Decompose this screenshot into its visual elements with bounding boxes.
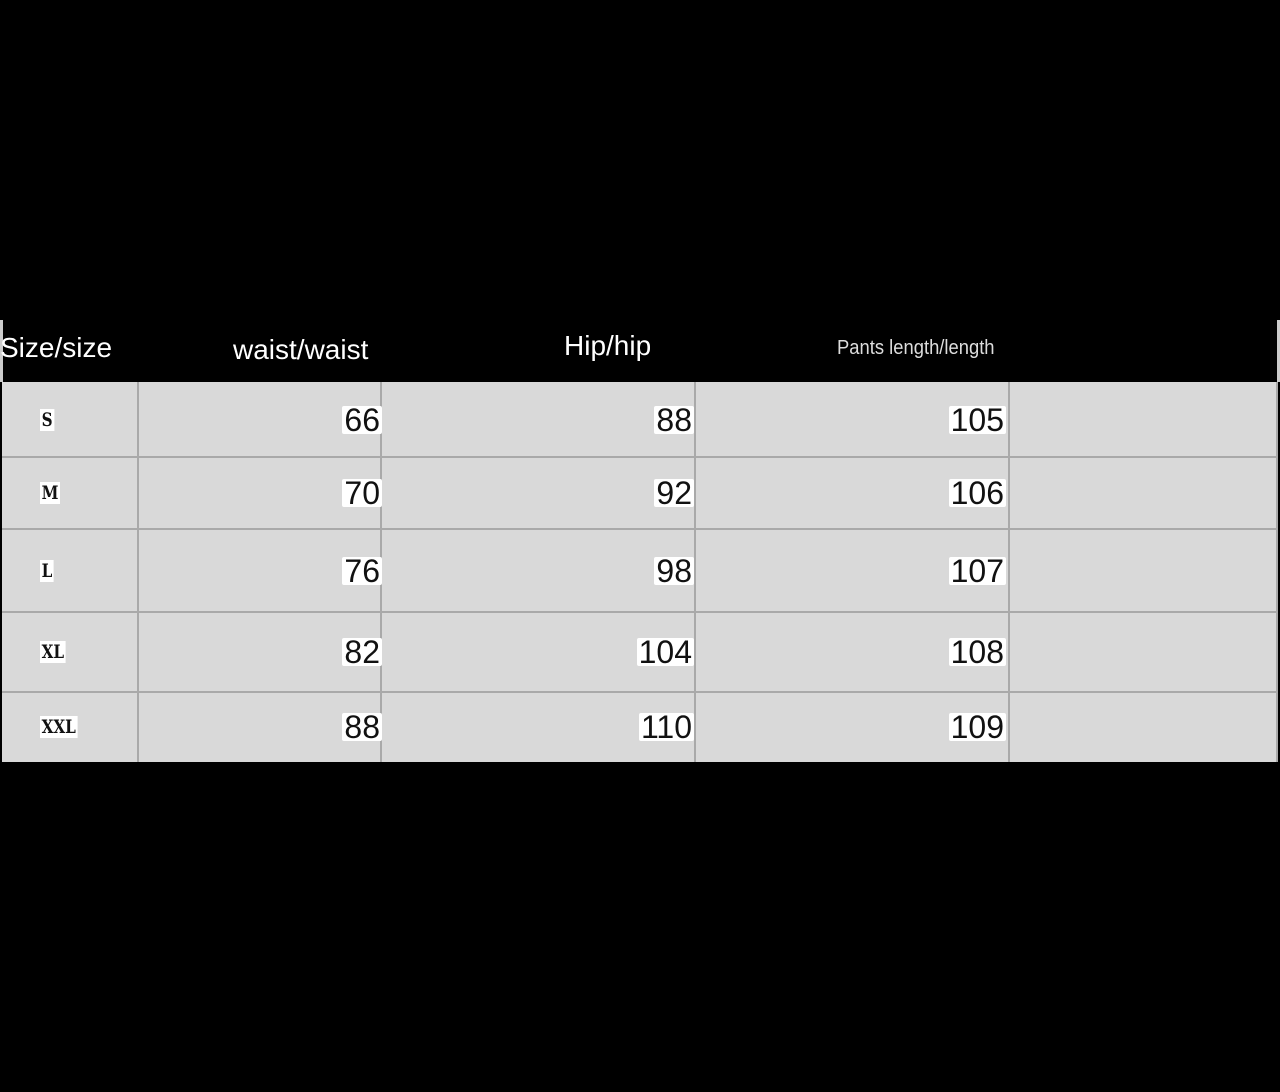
length-value: 109: [948, 709, 1006, 745]
header-pants-length: Pants length/length: [837, 337, 995, 359]
row-divider: [2, 456, 1278, 458]
header-border: [1277, 320, 1280, 382]
header-waist: waist/waist: [233, 334, 369, 365]
size-chart-table: Size/size waist/waist Hip/hip Pants leng…: [0, 320, 1280, 762]
cell-length: 106: [806, 457, 1006, 529]
cell-length: 108: [806, 612, 1006, 692]
waist-value: 82: [342, 634, 382, 670]
table-body: S 66 88 105 M 70 92 106 L 76 98 107 XL 82 104 108 XXL 88 1…: [2, 382, 1278, 762]
size-value: XXL: [40, 716, 78, 738]
waist-value: 76: [342, 552, 382, 589]
cell-size: M: [40, 457, 65, 529]
table-row: L 76 98 107: [2, 529, 1278, 612]
cell-size: XXL: [40, 692, 87, 762]
cell-length: 105: [806, 382, 1006, 457]
cell-waist: 82: [182, 612, 382, 692]
size-value: XL: [40, 641, 66, 663]
row-divider: [2, 691, 1278, 693]
waist-value: 88: [342, 709, 382, 745]
hip-value: 98: [654, 552, 694, 589]
cell-length: 107: [806, 529, 1006, 612]
waist-value: 70: [342, 475, 382, 511]
column-divider: [694, 382, 696, 762]
cell-size: S: [40, 382, 58, 457]
header-size: Size/size: [0, 332, 113, 363]
cell-size: XL: [40, 612, 72, 692]
cell-waist: 76: [182, 529, 382, 612]
row-divider: [2, 528, 1278, 530]
table-row: XL 82 104 108: [2, 612, 1278, 692]
hip-value: 110: [638, 709, 694, 745]
hip-value: 92: [654, 475, 694, 511]
hip-value: 104: [636, 634, 694, 670]
row-divider: [2, 611, 1278, 613]
table-row: S 66 88 105: [2, 382, 1278, 457]
header-hip: Hip/hip: [564, 330, 652, 361]
cell-size: L: [40, 529, 57, 612]
cell-hip: 104: [494, 612, 694, 692]
table-header: Size/size waist/waist Hip/hip Pants leng…: [0, 320, 1277, 382]
size-value: S: [40, 408, 55, 431]
length-value: 105: [948, 401, 1006, 438]
column-divider: [1008, 382, 1010, 762]
table-row: M 70 92 106: [2, 457, 1278, 529]
cell-length: 109: [806, 692, 1006, 762]
length-value: 106: [948, 475, 1006, 511]
table-row: XXL 88 110 109: [2, 692, 1278, 762]
waist-value: 66: [342, 401, 382, 438]
cell-hip: 110: [494, 692, 694, 762]
cell-waist: 66: [182, 382, 382, 457]
length-value: 108: [948, 634, 1006, 670]
hip-value: 88: [654, 401, 694, 438]
column-divider: [137, 382, 139, 762]
cell-hip: 88: [494, 382, 694, 457]
length-value: 107: [948, 552, 1006, 589]
cell-waist: 88: [182, 692, 382, 762]
size-value: L: [40, 559, 54, 582]
size-value: M: [40, 482, 61, 504]
cell-hip: 92: [494, 457, 694, 529]
cell-hip: 98: [494, 529, 694, 612]
column-divider: [1276, 382, 1278, 762]
cell-waist: 70: [182, 457, 382, 529]
